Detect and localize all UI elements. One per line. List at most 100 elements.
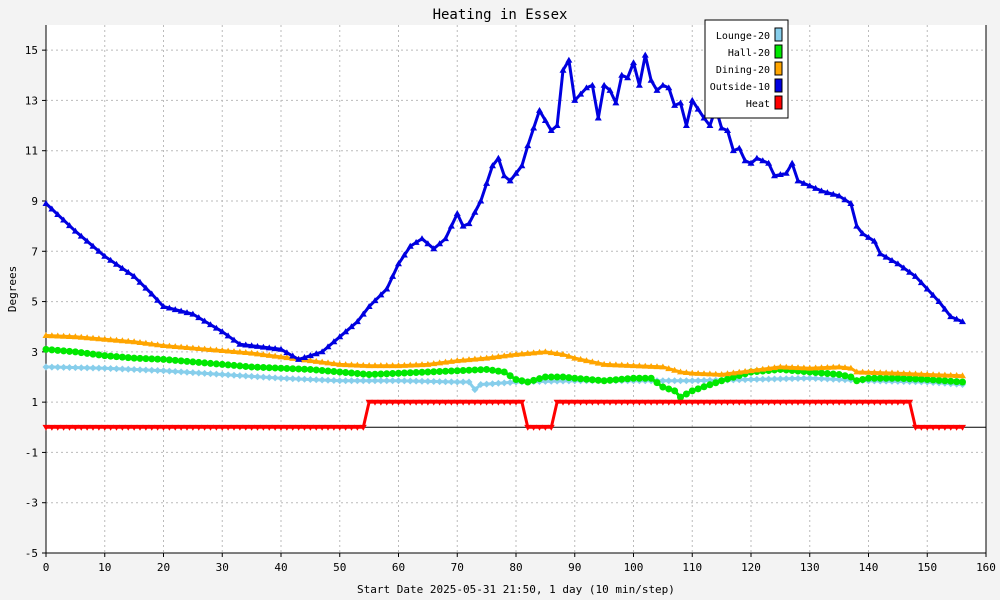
lounge-20-point (465, 378, 473, 386)
hall-20-point (54, 346, 62, 354)
outside-10-point (571, 96, 579, 103)
heat-point (471, 399, 479, 406)
heat-point (771, 399, 778, 406)
legend-swatch-lounge-20 (774, 27, 783, 42)
dining-20-point (465, 356, 473, 363)
heat-point (254, 424, 261, 431)
dining-20-point (594, 359, 602, 366)
heat-point (641, 399, 649, 406)
lounge-20-point (218, 370, 226, 378)
dining-20-point (171, 343, 179, 350)
dining-20-point (212, 346, 220, 353)
hall-20-point (395, 369, 402, 377)
dining-20-point (330, 360, 338, 367)
dining-20-point (553, 350, 561, 356)
dining-20-point (500, 352, 508, 359)
hall-20-point (559, 373, 567, 381)
dining-20-point (348, 361, 355, 368)
outside-10-point (741, 157, 749, 164)
outside-10-point (747, 159, 755, 166)
lounge-20-point (829, 375, 837, 383)
outside-10-point (630, 59, 637, 66)
dining-20-point (154, 341, 162, 348)
y-tick-label: 11 (25, 145, 38, 158)
hall-20-point (853, 377, 861, 385)
outside-10-point (483, 179, 491, 186)
hall-20-point (659, 383, 667, 391)
heat-point (776, 399, 784, 406)
dining-20-point (54, 332, 62, 339)
x-tick-label: 70 (451, 561, 464, 574)
heat-point (165, 424, 173, 431)
dining-20-point (89, 334, 97, 341)
outside-10-point (289, 352, 297, 359)
outside-10-point (218, 328, 226, 335)
hall-20-point (165, 356, 173, 364)
outside-10-point (489, 162, 496, 169)
hall-20-point (183, 357, 191, 365)
dining-20-point (912, 370, 919, 377)
heat-point (107, 424, 115, 431)
dining-20-point (812, 364, 820, 371)
hall-20-point (154, 355, 162, 363)
heat-point (659, 399, 667, 406)
lounge-20-point (747, 376, 755, 384)
dining-20-point (565, 352, 573, 359)
heat-point (959, 424, 966, 431)
hall-20-point (442, 367, 449, 375)
outside-10-point (295, 355, 303, 362)
lounge-20-point (142, 366, 150, 374)
outside-10-point (506, 177, 514, 184)
hall-20-point (130, 354, 138, 362)
hall-20-point (353, 369, 361, 377)
outside-10-point (688, 96, 696, 103)
heat-point (342, 424, 350, 431)
lounge-20-point (371, 377, 379, 385)
dining-20-point (459, 356, 467, 363)
heat-point (870, 399, 878, 406)
heat-point (306, 424, 314, 431)
outside-10-point (160, 303, 167, 310)
hall-20-point (101, 352, 109, 360)
outside-10-point (859, 230, 867, 237)
outside-10-point (60, 216, 68, 223)
heat-point (541, 424, 549, 431)
dining-20-point (130, 338, 138, 345)
dining-20-point (365, 362, 373, 369)
dining-20-point (412, 361, 420, 368)
outside-10-point (183, 309, 191, 316)
lounge-20-point (453, 378, 461, 386)
heat-point (130, 424, 138, 431)
heat-point (635, 399, 643, 406)
dining-20-point (953, 372, 961, 378)
lounge-20-point (406, 377, 414, 385)
lounge-20-point (776, 375, 784, 383)
hall-20-point (953, 378, 961, 386)
outside-10-point (71, 227, 79, 234)
heat-point (618, 399, 626, 406)
hall-20-point (923, 376, 931, 384)
outside-10-point (359, 310, 367, 317)
dining-20-point (195, 345, 203, 352)
outside-10-point (254, 342, 261, 349)
dining-20-point (700, 370, 708, 377)
heat-point (512, 399, 520, 406)
outside-10-point (242, 341, 250, 348)
dining-20-point (447, 357, 455, 364)
outside-10-point (89, 242, 97, 249)
hall-20-point (729, 373, 737, 381)
lounge-20-point (236, 372, 244, 380)
outside-10-point (682, 122, 690, 129)
outside-10-point (453, 210, 461, 217)
lounge-20-point (89, 364, 97, 372)
heat-point (553, 399, 561, 406)
hall-20-point (71, 348, 79, 356)
series-lounge-20 (42, 363, 966, 394)
hall-20-point (624, 375, 632, 383)
lounge-20-point (494, 379, 502, 387)
y-tick-label: 13 (25, 94, 38, 107)
heat-point (882, 399, 890, 406)
dining-20-point (118, 337, 126, 344)
heat-point (559, 399, 567, 406)
lounge-20-point (818, 375, 825, 383)
